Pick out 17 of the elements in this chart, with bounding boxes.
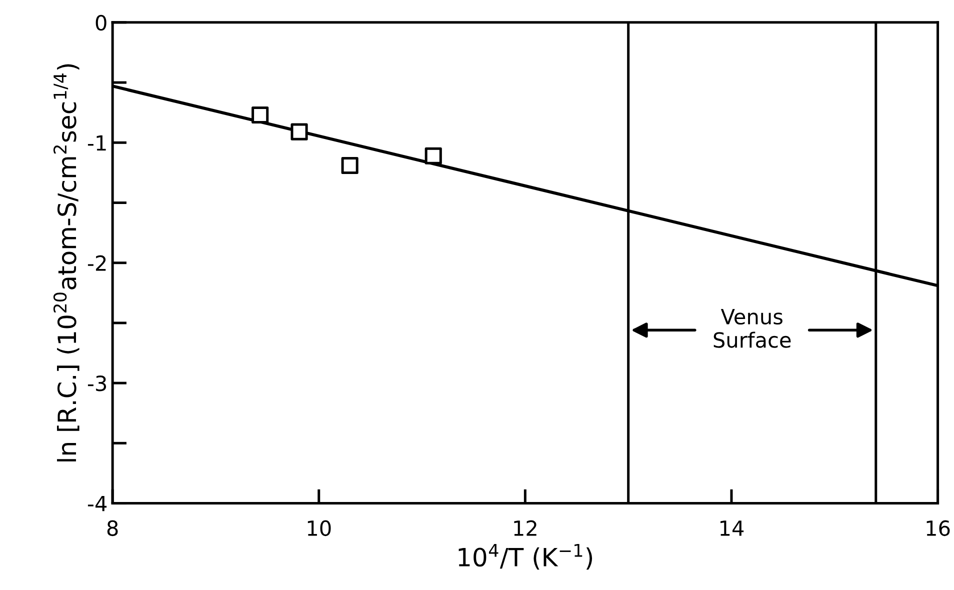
x-tick-label: 12 [514,520,536,536]
annotation: Venus Surface [714,309,791,348]
x-tick-label: 10 [308,520,331,536]
point [424,147,442,164]
x-tick-label: 16 [926,520,950,536]
y-tick-label: -1 [88,135,106,151]
y-tick-label: -4 [88,496,107,512]
y-tick-label: 0 [96,14,106,31]
y-axis-title: ln [R.C.] (10$^{20}$atom-S/cm$^{2}$sec$^{1/4}$) [53,64,80,462]
y-tick-label: -3 [88,376,106,392]
x-tick-label: 14 [720,520,744,536]
y-tick-label: -2 [88,255,106,271]
point [341,156,358,174]
point [290,123,308,140]
x-tick-label: 8 [107,520,118,536]
x-axis-title: 10$^{4}$/T (K$^{−1}$) [458,544,592,570]
point [252,106,269,124]
